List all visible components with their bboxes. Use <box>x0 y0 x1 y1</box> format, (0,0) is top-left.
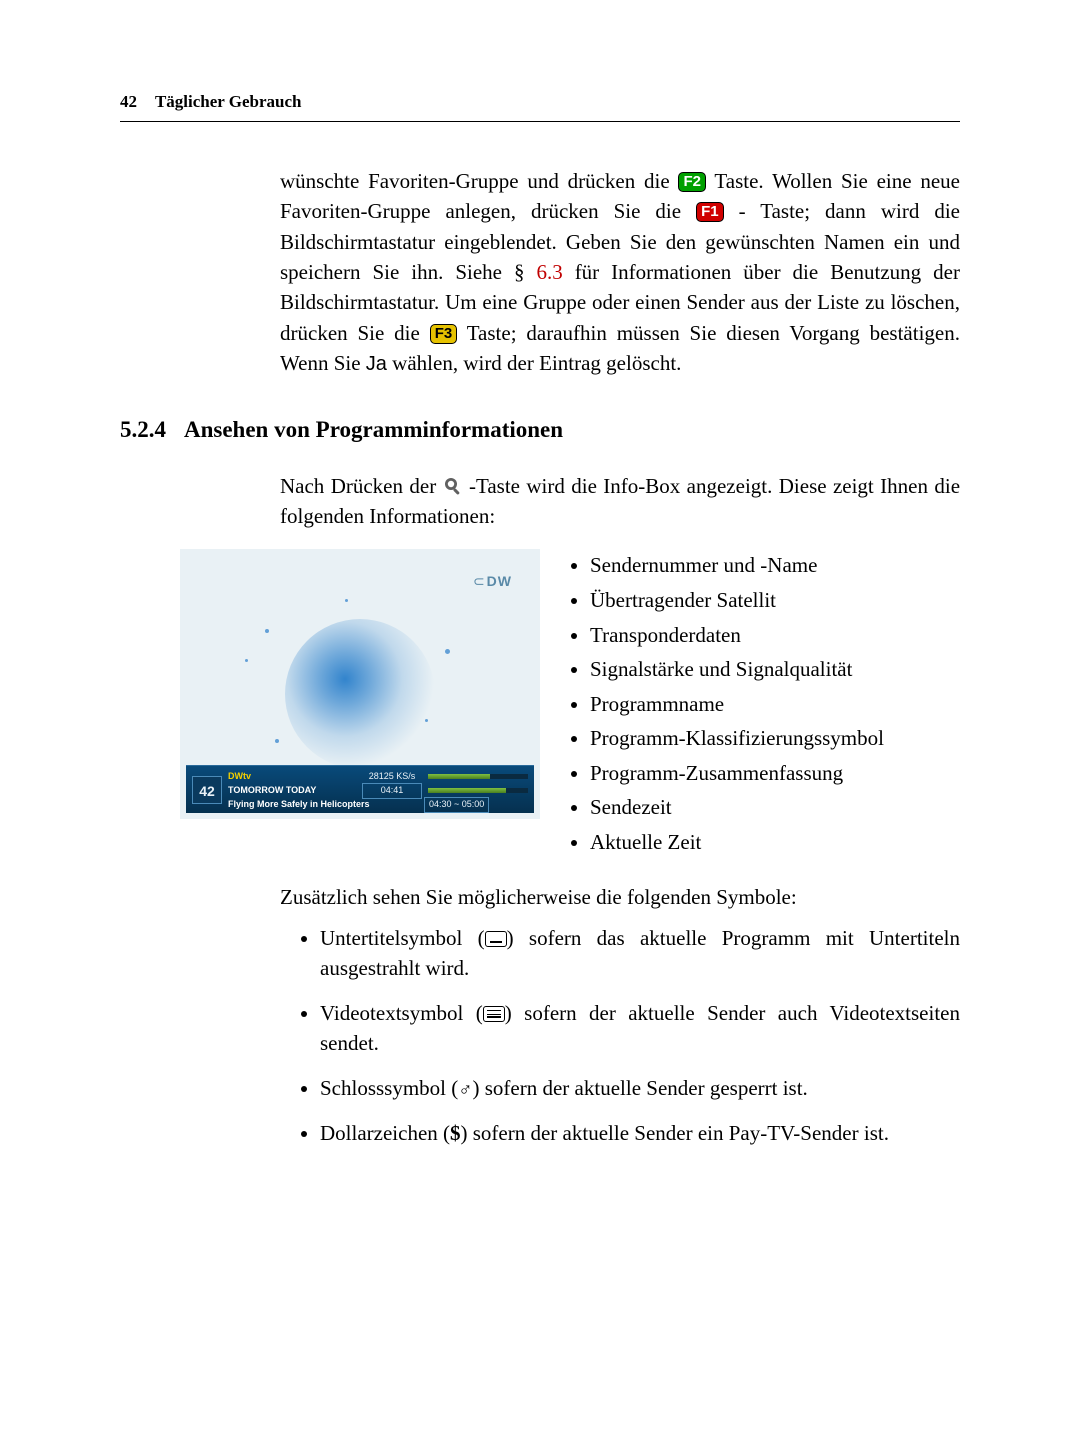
text: wählen, wird der Eintrag gelöscht. <box>392 351 681 375</box>
list-item: Videotextsymbol () sofern der aktuelle S… <box>320 998 960 1059</box>
list-item: Signalstärke und Signalqualität <box>590 653 884 686</box>
section-heading: 5.2.4 Ansehen von Programminformationen <box>120 413 960 446</box>
list-item: Aktuelle Zeit <box>590 826 884 859</box>
text: Nach Drücken der <box>280 474 443 498</box>
document-page: 42 Täglicher Gebrauch wünschte Favoriten… <box>0 0 1080 1223</box>
magnifier-icon <box>443 474 463 494</box>
section-title: Ansehen von Programminformationen <box>184 413 563 446</box>
text: ) sofern der aktuelle Sender gesperrt is… <box>473 1076 808 1100</box>
text: Videotextsymbol ( <box>320 1001 483 1025</box>
text: wünschte Favoriten-Gruppe und drücken di… <box>280 169 678 193</box>
signal-fill <box>428 774 490 779</box>
text: Dollarzeichen ( <box>320 1121 450 1145</box>
osd-info-bar: 42 DWtv 28125 KS/s TOMORROW TODAY 04:41 … <box>186 765 534 813</box>
channel-number-box: 42 <box>192 776 222 804</box>
lock-icon: ♂ <box>458 1077 472 1105</box>
programme-time-range: 04:30 ~ 05:00 <box>424 797 489 812</box>
running-head: 42 Täglicher Gebrauch <box>120 90 960 122</box>
text: Schlosssymbol ( <box>320 1076 458 1100</box>
teletext-icon <box>483 1006 505 1022</box>
signal-bar-2 <box>428 788 528 793</box>
broadcaster-logo: DW <box>473 571 512 591</box>
paragraph-symbols-intro: Zusätzlich sehen Sie möglicherweise die … <box>280 882 960 912</box>
service-name: DWtv <box>228 770 356 783</box>
paragraph-favorites: wünschte Favoriten-Gruppe und drücken di… <box>280 166 960 380</box>
page-number: 42 <box>120 92 137 111</box>
signal-fill <box>428 788 506 793</box>
section-number: 5.2.4 <box>120 413 166 446</box>
list-item: Sendernummer und -Name <box>590 549 884 582</box>
symbol-rate: 28125 KS/s <box>362 770 422 783</box>
list-item: Programm-Klassifizierungssymbol <box>590 722 884 755</box>
dollar-icon: $ <box>450 1121 461 1145</box>
symbol-legend-list: Untertitelsymbol () sofern das aktuelle … <box>280 923 960 1149</box>
info-item-list: Sendernummer und -NameÜbertragender Sate… <box>568 549 884 860</box>
splash-graphic <box>285 619 435 769</box>
list-item: Untertitelsymbol () sofern das aktuelle … <box>320 923 960 984</box>
cross-reference: 6.3 <box>536 260 562 284</box>
text: ) sofern der aktuelle Sender ein Pay-TV-… <box>461 1121 889 1145</box>
text: Untertitelsymbol ( <box>320 926 485 950</box>
key-f3-icon: F3 <box>430 324 458 344</box>
list-item: Programmname <box>590 688 884 721</box>
list-item: Dollarzeichen ($) sofern der aktuelle Se… <box>320 1118 960 1148</box>
programme-title: TOMORROW TODAY <box>228 784 356 797</box>
list-item: Sendezeit <box>590 791 884 824</box>
list-item: Programm-Zusammenfassung <box>590 757 884 790</box>
key-f2-icon: F2 <box>678 172 706 192</box>
next-programme: Flying More Safely in Helicopters <box>228 798 418 811</box>
subtitle-icon <box>485 931 507 947</box>
signal-bar-1 <box>428 774 528 779</box>
current-time: 04:41 <box>362 783 422 798</box>
tv-screenshot: DW 42 DWtv 28125 KS/s <box>180 549 540 819</box>
running-title: Täglicher Gebrauch <box>155 92 302 111</box>
key-f1-icon: F1 <box>696 202 724 222</box>
list-item: Transponderdaten <box>590 619 884 652</box>
list-item: Schlosssymbol (♂) sofern der aktuelle Se… <box>320 1073 960 1105</box>
paragraph-infobox-intro: Nach Drücken der -Taste wird die Info-Bo… <box>280 471 960 532</box>
ui-label-ja: Ja <box>366 353 387 375</box>
list-item: Übertragender Satellit <box>590 584 884 617</box>
